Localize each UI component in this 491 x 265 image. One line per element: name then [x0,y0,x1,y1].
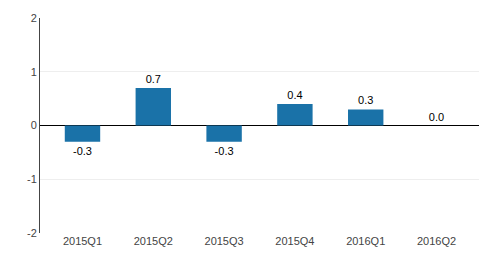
svg-text:-2: -2 [27,227,37,239]
svg-text:1: 1 [31,66,37,78]
svg-text:0.0: 0.0 [429,111,444,123]
svg-text:2015Q1: 2015Q1 [63,235,102,247]
svg-text:0.3: 0.3 [358,94,373,106]
svg-text:2016Q1: 2016Q1 [346,235,385,247]
svg-text:-0.3: -0.3 [73,145,92,157]
svg-text:0: 0 [31,119,37,131]
svg-text:2016Q2: 2016Q2 [417,235,456,247]
svg-text:-0.3: -0.3 [215,145,234,157]
svg-text:2015Q2: 2015Q2 [134,235,173,247]
svg-text:-1: -1 [27,173,37,185]
svg-text:0.4: 0.4 [287,89,302,101]
svg-text:0.7: 0.7 [146,73,161,85]
svg-text:2: 2 [31,12,37,24]
svg-text:2015Q3: 2015Q3 [205,235,244,247]
svg-text:2015Q4: 2015Q4 [275,235,314,247]
